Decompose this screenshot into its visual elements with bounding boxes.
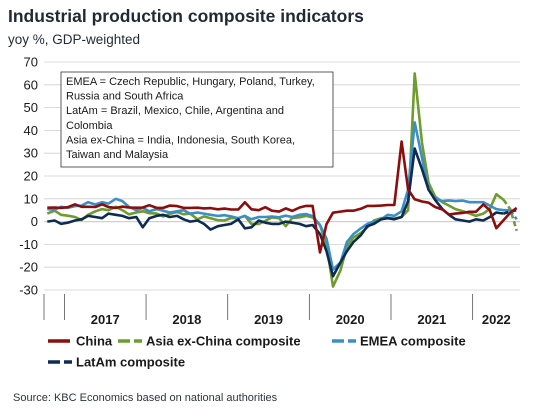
series-line-dashed-asia-ex-china-composite xyxy=(502,199,518,232)
y-tick-label: 40 xyxy=(24,123,38,138)
source-note: Source: KBC Economics based on national … xyxy=(13,392,278,404)
series-line-china xyxy=(47,140,518,254)
legend: China Asia ex-China composite EMEA composi… xyxy=(48,334,466,370)
legend-label-emea-composite: EMEA composite xyxy=(360,334,466,349)
series-lines xyxy=(46,72,518,288)
y-tick-label: -20 xyxy=(19,260,38,275)
x-tick-label: 2020 xyxy=(336,312,365,327)
note-line: Taiwan and Malaysia xyxy=(66,149,169,161)
legend-label-china: China xyxy=(76,334,113,349)
y-tick-label: -30 xyxy=(19,283,38,298)
y-tick-label: 30 xyxy=(24,146,38,161)
y-tick-label: 50 xyxy=(24,100,38,115)
x-tick-label: 2022 xyxy=(482,312,511,327)
y-tick-label: 0 xyxy=(31,214,38,229)
chart-subtitle: yoy %, GDP-weighted xyxy=(8,32,141,47)
x-tick-label: 2017 xyxy=(91,312,120,327)
y-tick-label: -10 xyxy=(19,237,38,252)
y-axis-ticks: -30 -20 -10 0 10 20 30 40 50 60 70 xyxy=(19,55,38,298)
series-line-latam-composite xyxy=(47,147,504,278)
chart-title: Industrial production composite indicato… xyxy=(8,6,364,26)
note-line: Asia ex-China = India, Indonesia, South … xyxy=(66,134,295,146)
legend-label-latam-composite: LatAm composite xyxy=(76,355,185,370)
y-tick-label: 20 xyxy=(24,169,38,184)
x-axis-ticks: 2017 2018 2019 2020 2021 2022 xyxy=(43,294,511,327)
x-tick-label: 2021 xyxy=(417,312,446,327)
note-line: LatAm = Brazil, Mexico, Chile, Argentina… xyxy=(66,105,284,117)
y-tick-label: 60 xyxy=(24,77,38,92)
y-tick-label: 10 xyxy=(24,191,38,206)
legend-label-asia-ex-china-composite: Asia ex-China composite xyxy=(146,334,301,349)
note-line: EMEA = Czech Republic, Hungary, Poland, … xyxy=(66,76,315,88)
y-tick-label: 70 xyxy=(24,55,38,70)
note-box xyxy=(60,71,334,168)
note-line: Colombia xyxy=(66,120,113,132)
note-line: Russia and South Africa xyxy=(66,91,184,103)
x-tick-label: 2018 xyxy=(172,312,201,327)
x-tick-label: 2019 xyxy=(254,312,283,327)
definitions-note: EMEA = Czech Republic, Hungary, Poland, … xyxy=(60,71,334,168)
